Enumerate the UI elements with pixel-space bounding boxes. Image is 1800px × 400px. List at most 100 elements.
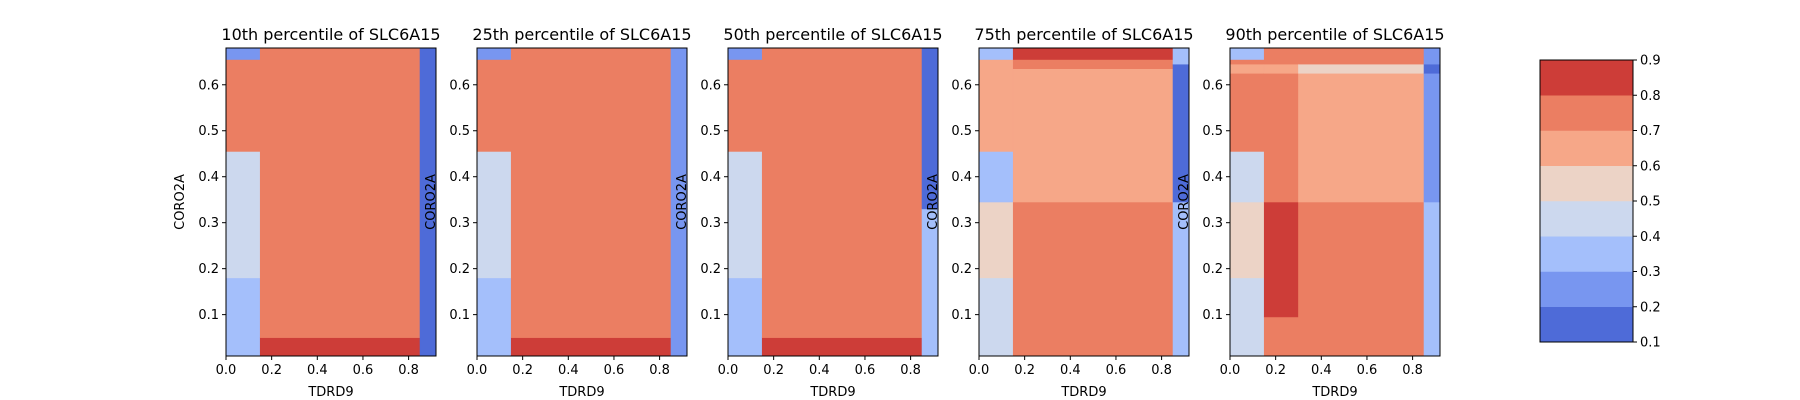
colorbar-band (1539, 59, 1634, 96)
colorbar-band (1539, 236, 1634, 272)
y-tick-label: 0.2 (1202, 262, 1223, 277)
panels: 0.0 0.2 0.4 0.6 0.8 0.1 0.2 0.3 0.4 0.5 0.6 10th pe… (173, 25, 1445, 400)
x-tick-label: 0.2 (763, 363, 784, 378)
contour-region (1229, 277, 1265, 357)
y-tick-label: 0.3 (951, 216, 972, 231)
panel-title: 10th percentile of SLC6A15 (221, 25, 440, 44)
x-tick-label: 0.6 (1357, 363, 1378, 378)
y-tick-label: 0.5 (198, 124, 219, 139)
x-tick-label: 0.4 (1060, 363, 1081, 378)
contour-region (1298, 72, 1425, 203)
colorbar-band (1539, 95, 1634, 131)
x-tick-label: 0.6 (855, 363, 876, 378)
x-tick-label: 0.0 (1220, 363, 1241, 378)
contour-region (1012, 47, 1174, 60)
x-tick-label: 0.8 (900, 363, 921, 378)
contour-region (476, 151, 512, 279)
x-tick-label: 0.4 (1311, 363, 1332, 378)
colorbar-tick-label: 0.8 (1640, 89, 1661, 104)
contour-region (978, 201, 1014, 279)
colorbar-tick-label: 0.3 (1640, 265, 1661, 280)
y-tick-label: 0.2 (198, 262, 219, 277)
x-tick-label: 0.0 (467, 363, 488, 378)
axes-frame (727, 47, 939, 357)
x-axis-label: TDRD9 (1311, 385, 1357, 400)
y-tick-label: 0.1 (951, 308, 972, 323)
contour-region (761, 47, 923, 338)
y-tick-label: 0.4 (951, 170, 972, 185)
x-axis-label: TDRD9 (809, 385, 855, 400)
y-tick-label: 0.4 (449, 170, 470, 185)
colorbar-band (1539, 271, 1634, 307)
y-tick-label: 0.4 (1202, 170, 1223, 185)
x-tick-label: 0.8 (1151, 363, 1172, 378)
contour-region (727, 59, 763, 152)
x-tick-label: 0.2 (512, 363, 533, 378)
contour-region (1229, 63, 1265, 74)
y-tick-label: 0.1 (700, 308, 721, 323)
x-tick-label: 0.2 (1265, 363, 1286, 378)
contour-region (1298, 201, 1425, 357)
x-tick-label: 0.8 (1402, 363, 1423, 378)
contour-region (259, 47, 421, 338)
contour-region (1423, 63, 1441, 74)
y-tick-label: 0.3 (700, 216, 721, 231)
y-axis-label: CORO2A (1177, 174, 1192, 230)
axes-frame (225, 47, 437, 357)
contour-region (1229, 47, 1265, 60)
axes-frame (978, 47, 1190, 357)
y-tick-label: 0.2 (951, 262, 972, 277)
y-tick-label: 0.5 (951, 124, 972, 139)
y-tick-label: 0.2 (700, 262, 721, 277)
panel-title: 75th percentile of SLC6A15 (974, 25, 1193, 44)
y-tick-label: 0.3 (449, 216, 470, 231)
y-tick-label: 0.4 (700, 170, 721, 185)
contour-region (1263, 47, 1299, 65)
y-tick-label: 0.5 (700, 124, 721, 139)
y-tick-label: 0.5 (1202, 124, 1223, 139)
contour-region (1229, 72, 1265, 152)
contour-region (259, 337, 421, 357)
x-tick-label: 0.2 (1014, 363, 1035, 378)
panel-title: 90th percentile of SLC6A15 (1225, 25, 1444, 44)
contour-region (1229, 151, 1265, 203)
colorbar-tick-label: 0.1 (1640, 336, 1661, 351)
x-tick-label: 0.6 (1106, 363, 1127, 378)
contour-region (727, 151, 763, 279)
y-tick-label: 0.1 (1202, 308, 1223, 323)
y-axis-label: CORO2A (173, 174, 188, 230)
y-tick-label: 0.2 (449, 262, 470, 277)
x-tick-label: 0.2 (261, 363, 282, 378)
x-tick-label: 0.0 (718, 363, 739, 378)
contour-region (1172, 47, 1190, 65)
y-tick-label: 0.6 (449, 78, 470, 93)
contour-region (476, 47, 512, 60)
contour-region (1263, 316, 1299, 357)
x-tick-label: 0.6 (604, 363, 625, 378)
y-tick-label: 0.6 (1202, 78, 1223, 93)
contour-region (1423, 201, 1441, 357)
contour-region (1298, 63, 1425, 74)
contour-region (1263, 72, 1299, 203)
contour-region (1263, 63, 1299, 74)
x-tick-label: 0.0 (216, 363, 237, 378)
colorbar-tick-label: 0.9 (1640, 54, 1661, 69)
y-tick-label: 0.3 (198, 216, 219, 231)
y-tick-label: 0.4 (198, 170, 219, 185)
x-tick-label: 0.0 (969, 363, 990, 378)
contour-region (1298, 47, 1425, 65)
y-axis-label: CORO2A (424, 174, 439, 230)
heatmap-panel-2: 0.0 0.2 0.4 0.6 0.8 0.1 0.2 0.3 0.4 0.5 0.6 25th pe… (424, 25, 692, 400)
heatmap-panel-5: 0.0 0.2 0.4 0.6 0.8 0.1 0.2 0.3 0.4 0.5 0.6 90th pe… (1177, 25, 1445, 400)
contour-region (510, 47, 672, 338)
x-tick-label: 0.8 (398, 363, 419, 378)
y-tick-label: 0.6 (700, 78, 721, 93)
contour-region (978, 151, 1014, 203)
contour-region (978, 277, 1014, 357)
x-axis-label: TDRD9 (1060, 385, 1106, 400)
colorbar-band (1539, 200, 1634, 237)
colorbar-tick-label: 0.5 (1640, 195, 1661, 210)
contour-region (1423, 72, 1441, 203)
axes-frame (476, 47, 688, 357)
x-tick-label: 0.4 (809, 363, 830, 378)
